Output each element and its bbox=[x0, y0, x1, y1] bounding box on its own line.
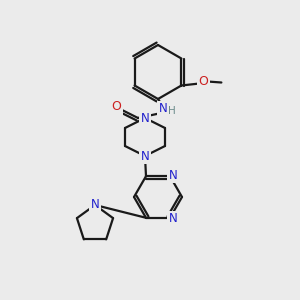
Text: N: N bbox=[91, 199, 99, 212]
Text: H: H bbox=[168, 106, 176, 116]
Text: O: O bbox=[198, 75, 208, 88]
Text: N: N bbox=[141, 112, 149, 124]
Text: N: N bbox=[169, 212, 177, 225]
Text: O: O bbox=[111, 100, 121, 113]
Text: N: N bbox=[141, 149, 149, 163]
Text: N: N bbox=[169, 169, 177, 182]
Text: N: N bbox=[159, 103, 167, 116]
